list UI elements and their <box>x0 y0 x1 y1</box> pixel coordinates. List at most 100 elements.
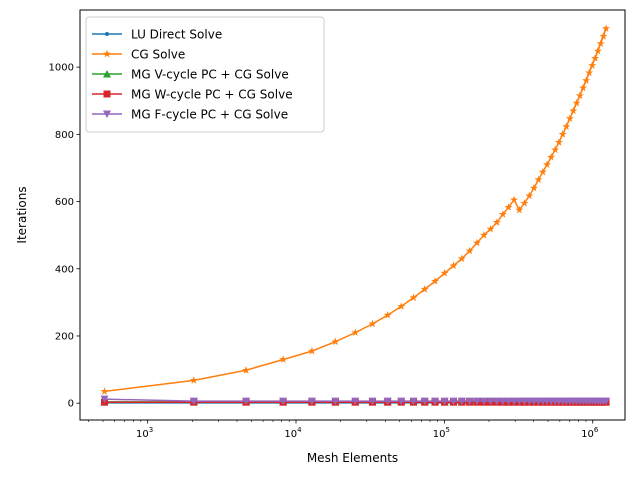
data-point <box>189 397 198 406</box>
data-point <box>465 246 474 255</box>
legend-item: LU Direct Solve <box>92 28 222 42</box>
data-point <box>525 191 534 200</box>
data-point <box>498 210 507 218</box>
y-tick-label: 1000 <box>49 63 74 74</box>
x-axis-label: Mesh Elements <box>307 451 398 465</box>
legend-marker <box>103 70 111 78</box>
x-axis: 103 104 105 106 <box>88 420 599 440</box>
data-point <box>307 397 316 406</box>
legend-label: MG F-cycle PC + CG Solve <box>131 108 288 122</box>
data-point <box>602 397 611 406</box>
data-point <box>547 153 556 161</box>
data-point <box>465 397 474 406</box>
x-tick-label: 106 <box>581 426 599 440</box>
data-point <box>449 397 458 406</box>
data-point <box>368 397 377 406</box>
data-point <box>397 397 406 406</box>
data-point <box>331 337 340 346</box>
data-point <box>279 355 288 363</box>
data-point <box>420 397 429 406</box>
data-point <box>510 195 519 204</box>
data-point <box>596 39 605 47</box>
data-point <box>189 376 198 384</box>
data-point <box>569 106 578 115</box>
y-axis: 0 200 400 600 800 1000 <box>49 63 80 410</box>
data-point <box>551 145 560 154</box>
data-point <box>242 397 251 406</box>
data-point <box>602 24 611 32</box>
data-point <box>554 138 563 146</box>
data-point <box>472 238 481 247</box>
y-tick-label: 600 <box>55 197 74 208</box>
data-point <box>307 346 316 355</box>
data-point <box>383 310 392 319</box>
data-point <box>431 277 440 285</box>
legend-box <box>85 16 325 133</box>
legend-label: LU Direct Solve <box>131 28 222 42</box>
legend-item: MG V-cycle PC + CG Solve <box>92 68 289 82</box>
legend-label: MG W-cycle PC + CG Solve <box>131 88 293 102</box>
data-point <box>242 366 251 374</box>
legend-marker <box>103 90 111 98</box>
data-point <box>565 114 574 122</box>
y-tick-label: 200 <box>55 331 74 342</box>
data-point <box>504 397 513 406</box>
data-point <box>100 395 109 404</box>
data-point <box>279 397 288 406</box>
data-point <box>588 61 597 69</box>
data-point <box>534 175 543 184</box>
data-point <box>538 167 547 176</box>
data-point <box>515 397 524 406</box>
data-point <box>585 68 594 77</box>
data-point <box>351 397 360 406</box>
series-2 <box>100 24 611 395</box>
data-point <box>591 54 600 62</box>
data-point <box>492 218 501 226</box>
data-point <box>515 205 524 214</box>
data-point <box>486 397 495 406</box>
data-point <box>351 328 360 337</box>
data-point <box>409 397 418 406</box>
legend-label: MG V-cycle PC + CG Solve <box>131 68 289 82</box>
y-tick-label: 0 <box>68 399 74 410</box>
data-point <box>558 130 567 138</box>
data-point <box>331 397 340 406</box>
data-point <box>492 397 501 406</box>
data-point <box>100 387 109 395</box>
y-axis-label: Iterations <box>15 186 29 243</box>
data-point <box>397 302 406 310</box>
data-point <box>440 397 449 406</box>
plot-area <box>100 24 611 406</box>
legend-marker <box>103 49 111 58</box>
data-point <box>582 76 591 84</box>
data-point <box>457 397 466 406</box>
data-point <box>431 397 440 406</box>
x-tick-label: 105 <box>433 426 450 440</box>
data-point <box>383 397 392 406</box>
y-tick-label: 800 <box>55 130 74 141</box>
data-point <box>449 261 458 270</box>
data-point <box>599 32 608 40</box>
data-point <box>479 397 488 406</box>
legend-item: CG Solve <box>92 48 185 62</box>
data-point <box>593 46 602 55</box>
x-tick-label: 104 <box>284 426 302 440</box>
data-point <box>486 224 495 233</box>
data-point <box>368 319 377 328</box>
data-point <box>409 293 418 302</box>
legend-marker <box>105 32 109 36</box>
x-tick-label: 103 <box>136 426 153 440</box>
data-point <box>472 397 481 406</box>
data-point <box>498 397 507 406</box>
data-point <box>420 285 429 293</box>
data-point <box>543 160 552 168</box>
data-point <box>440 268 449 277</box>
data-point <box>572 98 581 107</box>
legend-marker <box>103 110 111 118</box>
series-5 <box>100 395 611 406</box>
data-point <box>579 83 588 92</box>
data-point <box>457 254 466 263</box>
legend-label: CG Solve <box>131 48 185 62</box>
legend-item: MG W-cycle PC + CG Solve <box>92 88 293 102</box>
